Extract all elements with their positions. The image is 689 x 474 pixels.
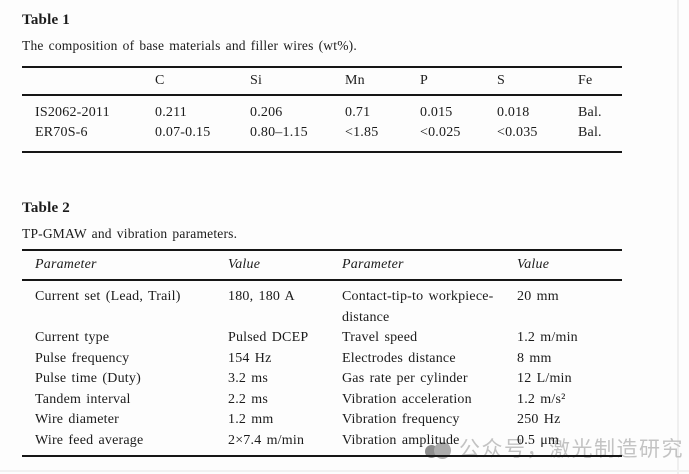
column-header: Value <box>517 257 550 272</box>
value-cell: 2.2 ms <box>228 391 269 407</box>
parameter-cell: Vibration amplitude <box>342 432 460 448</box>
column-header: Si <box>250 73 263 88</box>
table-header-row: Parameter Value Parameter Value <box>22 251 622 279</box>
parameter-cell: Gas rate per cylinder <box>342 371 468 386</box>
table1-header: C Si Mn P S Fe <box>22 68 622 96</box>
table-cell: 0.015 <box>420 105 453 120</box>
value-cell: 8 mm <box>517 350 552 366</box>
value-cell: 12 L/min <box>517 371 572 386</box>
parameter-cell: Travel speed <box>342 330 418 345</box>
table2-title: Table 2 <box>22 200 70 216</box>
column-header: Parameter <box>342 257 404 272</box>
table1-caption: The composition of base materials and fi… <box>22 38 357 53</box>
value-cell: 180, 180 A <box>228 289 295 304</box>
table-cell: <0.035 <box>497 125 538 140</box>
page-bottom-line <box>0 470 689 472</box>
value-cell: 154 Hz <box>228 350 272 366</box>
table-row: Current type Pulsed DCEP Travel speed 1.… <box>22 328 622 349</box>
table2-body: Current set (Lead, Trail) 180, 180 A Con… <box>22 281 622 455</box>
table-row: Tandem interval 2.2 ms Vibration acceler… <box>22 390 622 411</box>
table2-header: Parameter Value Parameter Value <box>22 251 622 281</box>
table2-caption: TP-GMAW and vibration parameters. <box>22 226 238 241</box>
table1-title: Table 1 <box>22 12 70 28</box>
parameter-cell: Current set (Lead, Trail) <box>35 289 181 304</box>
column-header: S <box>497 73 505 88</box>
table-cell: 0.211 <box>155 105 187 120</box>
table-cell: 0.206 <box>250 105 283 120</box>
page-edge-line <box>677 0 679 474</box>
parameter-cell: Pulse frequency <box>35 350 130 366</box>
table-row: Wire feed average 2×7.4 m/min Vibration … <box>22 431 622 452</box>
value-cell: 1.2 m/s² <box>517 391 566 407</box>
table-header-row: C Si Mn P S Fe <box>22 68 622 94</box>
value-cell: 250 Hz <box>517 412 561 427</box>
parameter-cell: Current type <box>35 330 110 345</box>
table-cell: 0.018 <box>497 105 530 120</box>
column-header: C <box>155 73 165 88</box>
wechat-logo-icon <box>424 441 454 463</box>
table-row: ER70S-6 0.07-0.15 0.80–1.15 <1.85 <0.025… <box>22 123 622 143</box>
row-label: ER70S-6 <box>35 125 88 140</box>
table-cell: Bal. <box>578 125 602 140</box>
value-cell: 0.5 μm <box>517 432 560 448</box>
column-header: Value <box>228 257 261 272</box>
column-header: P <box>420 73 428 88</box>
table-cell: 0.71 <box>345 105 371 120</box>
table-row: Pulse frequency 154 Hz Electrodes distan… <box>22 349 622 370</box>
table-cell: 0.07-0.15 <box>155 125 211 140</box>
column-header: Fe <box>578 73 593 88</box>
parameter-cell: Tandem interval <box>35 391 131 407</box>
table1: C Si Mn P S Fe IS2062-2011 0.211 0.206 0… <box>22 66 622 153</box>
parameter-cell: Electrodes distance <box>342 350 456 366</box>
value-cell: 1.2 mm <box>228 412 274 427</box>
table-row: Wire diameter 1.2 mm Vibration frequency… <box>22 410 622 431</box>
table-row: IS2062-2011 0.211 0.206 0.71 0.015 0.018… <box>22 103 622 123</box>
table1-body: IS2062-2011 0.211 0.206 0.71 0.015 0.018… <box>22 96 622 151</box>
value-cell: 2×7.4 m/min <box>228 432 305 448</box>
table2: Parameter Value Parameter Value Current … <box>22 249 622 457</box>
parameter-cell: Vibration frequency <box>342 412 460 427</box>
value-cell: 20 mm <box>517 289 559 304</box>
value-cell: 3.2 ms <box>228 371 269 386</box>
parameter-cell: Wire feed average <box>35 432 144 448</box>
column-header: Parameter <box>35 257 97 272</box>
column-header: Mn <box>345 73 365 88</box>
table-cell: Bal. <box>578 105 602 120</box>
parameter-cell: Wire diameter <box>35 412 119 427</box>
value-cell: Pulsed DCEP <box>228 330 309 345</box>
table-cell: <1.85 <box>345 125 379 140</box>
table-row: Current set (Lead, Trail) 180, 180 A Con… <box>22 287 622 328</box>
table-cell: 0.80–1.15 <box>250 125 308 140</box>
watermark-text: 公众号，激光制造研究 <box>459 437 684 461</box>
table-row: Pulse time (Duty) 3.2 ms Gas rate per cy… <box>22 369 622 390</box>
value-cell: 1.2 m/min <box>517 330 578 345</box>
row-label: IS2062-2011 <box>35 105 110 120</box>
parameter-cell: Contact-tip-to workpiece-distance <box>342 289 494 325</box>
watermark: 公众号，激光制造研究 <box>424 437 684 463</box>
table-cell: <0.025 <box>420 125 461 140</box>
parameter-cell: Vibration acceleration <box>342 391 472 407</box>
parameter-cell: Pulse time (Duty) <box>35 371 141 386</box>
